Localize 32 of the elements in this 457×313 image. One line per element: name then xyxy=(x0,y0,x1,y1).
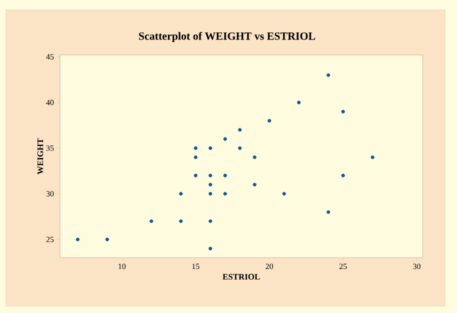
point xyxy=(223,174,227,178)
point xyxy=(208,174,212,178)
x-axis-title: ESTRIOL xyxy=(222,274,260,280)
point xyxy=(194,174,198,178)
point xyxy=(238,146,242,150)
point xyxy=(252,182,256,186)
point xyxy=(105,238,109,242)
point xyxy=(326,210,330,214)
point xyxy=(223,137,227,141)
point xyxy=(297,100,301,104)
point xyxy=(208,146,212,150)
point xyxy=(150,219,154,223)
point xyxy=(341,110,345,114)
point xyxy=(341,174,345,178)
point xyxy=(208,192,212,196)
point xyxy=(268,118,272,123)
point xyxy=(370,155,374,160)
y-axis-title: WEIGHT xyxy=(37,138,44,174)
point xyxy=(76,238,80,242)
point xyxy=(208,182,212,186)
point xyxy=(282,192,286,196)
point xyxy=(326,73,330,77)
point xyxy=(179,219,183,223)
point xyxy=(252,155,256,160)
point xyxy=(194,155,198,160)
point xyxy=(194,146,198,150)
point xyxy=(208,219,212,223)
chart-title: Scatterplot of WEIGHT vs ESTRIOL xyxy=(138,32,316,42)
point xyxy=(238,128,242,132)
point xyxy=(223,192,227,196)
point xyxy=(208,246,212,250)
point xyxy=(179,192,183,196)
